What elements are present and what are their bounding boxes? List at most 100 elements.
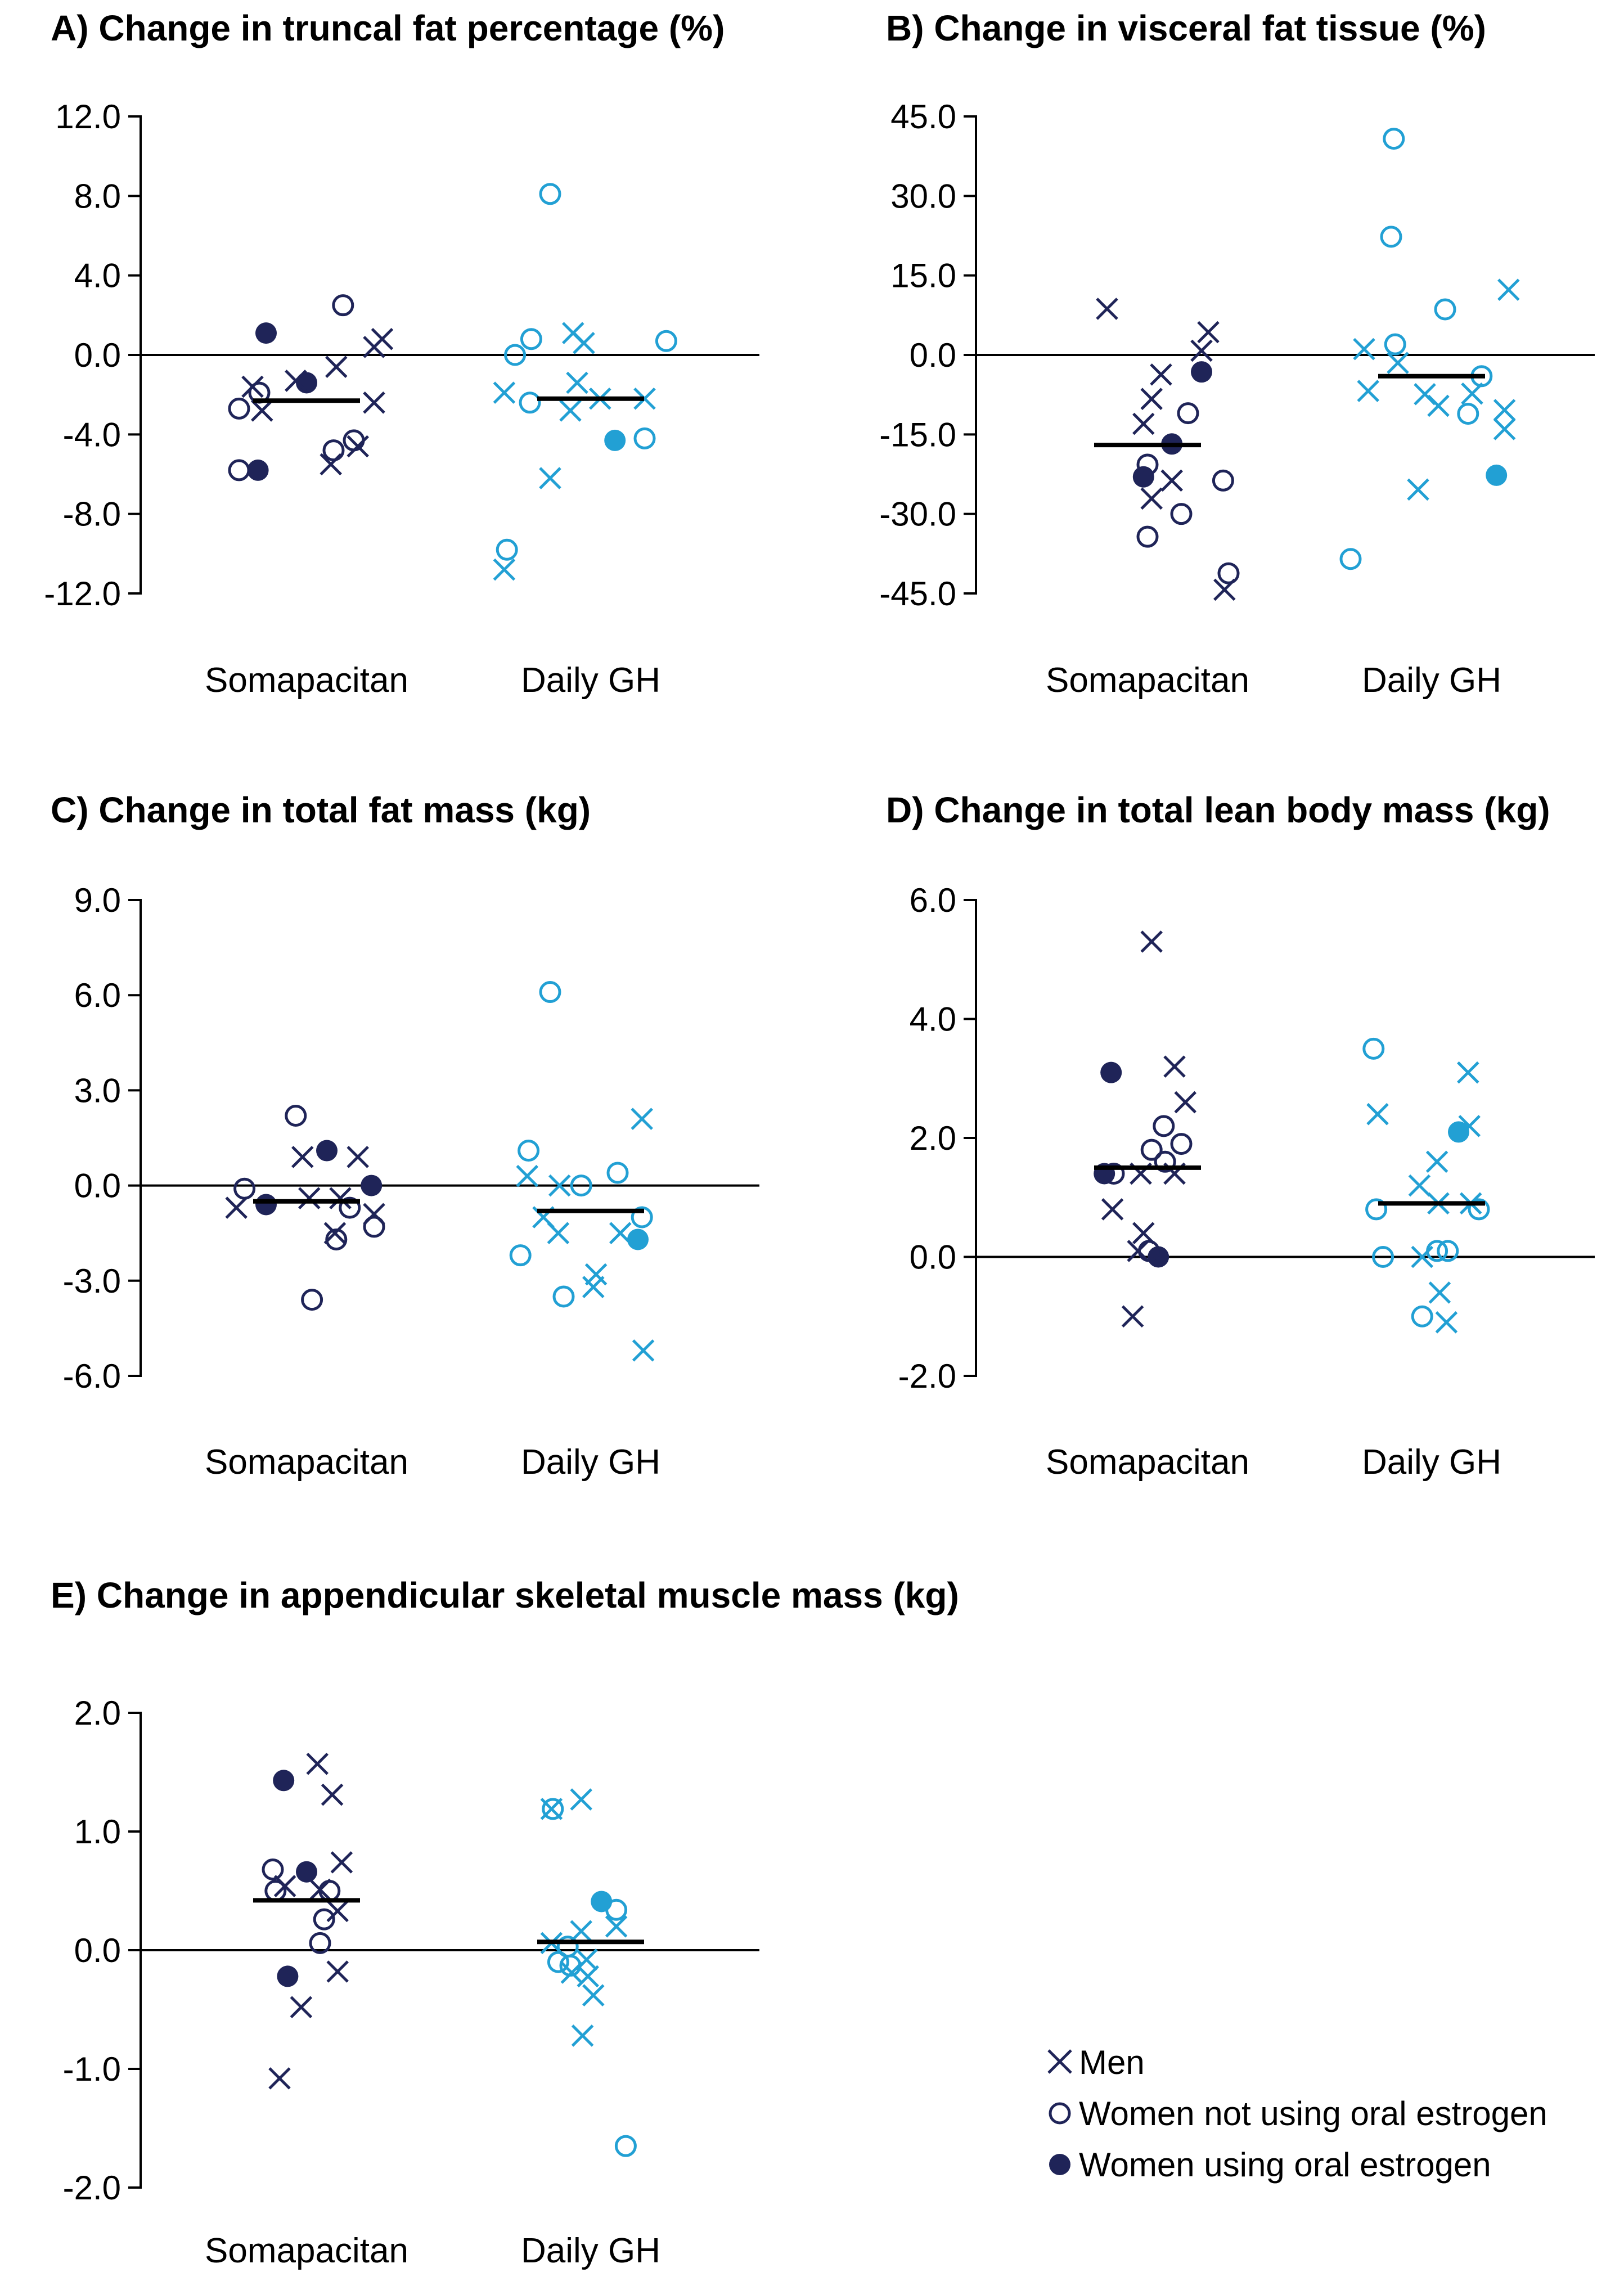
data-point-woman-no-estrogen xyxy=(633,427,656,449)
series-somapacitan xyxy=(1094,930,1201,1328)
data-point-woman-no-estrogen xyxy=(614,2135,637,2157)
data-point-woman-estrogen xyxy=(273,1770,295,1792)
category-label: Daily GH xyxy=(521,2231,660,2270)
data-point-man xyxy=(1493,418,1516,440)
series-daily-gh xyxy=(1362,1037,1490,1334)
data-point-woman-estrogen xyxy=(1148,1246,1169,1268)
data-point-woman-no-estrogen xyxy=(1383,128,1405,150)
data-point-man xyxy=(582,1276,605,1298)
data-point-woman-no-estrogen xyxy=(1103,1162,1125,1185)
data-point-man xyxy=(320,453,342,476)
data-point-woman-no-estrogen xyxy=(233,1177,256,1200)
data-point-woman-no-estrogen xyxy=(1170,1133,1193,1155)
data-point-woman-no-estrogen xyxy=(605,1898,628,1921)
data-point-man xyxy=(1497,278,1520,301)
data-point-man xyxy=(1457,1061,1479,1084)
data-point-woman-no-estrogen xyxy=(339,1196,361,1219)
legend-label-women-no-estrogen: Women not using oral estrogen xyxy=(1079,2095,1547,2132)
data-point-woman-no-estrogen xyxy=(309,1932,331,1954)
data-point-man xyxy=(571,2024,594,2047)
data-point-woman-no-estrogen xyxy=(1136,525,1159,548)
data-point-man xyxy=(330,1851,353,1874)
y-tick-label: 0.0 xyxy=(910,336,956,374)
category-label: Somapacitan xyxy=(205,1443,408,1482)
data-point-man xyxy=(582,1984,605,2006)
y-tick-label: 12.0 xyxy=(55,98,121,136)
panel-D: D) Change in total lean body mass (kg) -2… xyxy=(886,790,1595,1482)
data-point-woman-no-estrogen xyxy=(606,1162,629,1184)
legend-marker-women-estrogen xyxy=(1049,2154,1070,2175)
data-point-man xyxy=(1411,1245,1433,1268)
data-point-man xyxy=(1387,352,1409,374)
category-label: Somapacitan xyxy=(205,2231,408,2270)
data-point-woman-no-estrogen xyxy=(1365,1198,1388,1221)
data-point-man xyxy=(633,387,656,410)
data-point-woman-no-estrogen xyxy=(1153,1115,1175,1137)
data-point-man xyxy=(1357,380,1379,402)
data-point-woman-no-estrogen xyxy=(1154,1150,1176,1173)
data-point-man xyxy=(1163,1055,1186,1078)
y-tick-label: 6.0 xyxy=(74,976,121,1014)
category-label: Daily GH xyxy=(1362,661,1501,700)
data-point-man xyxy=(1190,339,1213,362)
data-point-woman-no-estrogen xyxy=(363,1216,385,1238)
data-point-woman-no-estrogen xyxy=(1217,562,1240,584)
data-point-man xyxy=(1132,412,1155,435)
panel-C: C) Change in total fat mass (kg) -6.0 -3.0… xyxy=(51,790,759,1482)
data-point-woman-no-estrogen xyxy=(1384,333,1406,356)
data-point-man xyxy=(1174,1091,1196,1114)
y-tick-label: 0.0 xyxy=(74,336,121,374)
data-point-woman-no-estrogen xyxy=(552,1285,575,1308)
data-point-man xyxy=(1493,399,1516,421)
data-point-man xyxy=(1366,1102,1389,1126)
series-somapacitan xyxy=(228,294,394,482)
data-point-man xyxy=(1408,1174,1431,1197)
data-point-woman-no-estrogen xyxy=(504,344,527,366)
data-point-man xyxy=(559,399,582,422)
data-point-woman-no-estrogen xyxy=(518,1140,540,1162)
y-tick-label: -2.0 xyxy=(63,2169,121,2207)
legend: Men Women not using oral estrogen Women … xyxy=(1047,2044,1547,2184)
data-point-woman-no-estrogen xyxy=(547,1951,569,1973)
data-point-man xyxy=(631,1108,653,1130)
y-tick-label: -15.0 xyxy=(879,416,956,453)
panel-E: E) Change in appendicular skeletal muscl… xyxy=(51,1575,959,2270)
data-point-woman-no-estrogen xyxy=(539,981,561,1004)
data-point-man xyxy=(1121,1305,1144,1328)
data-point-woman-estrogen xyxy=(591,1891,613,1912)
data-point-woman-no-estrogen xyxy=(1457,403,1479,425)
data-point-man xyxy=(1101,1198,1124,1221)
legend-item-men: Men xyxy=(1047,2044,1145,2081)
data-point-man xyxy=(493,381,516,404)
y-tick-label: -6.0 xyxy=(63,1357,121,1395)
panel-B: B) Change in visceral fat tissue (%) -45.… xyxy=(879,8,1595,700)
data-point-woman-estrogen xyxy=(1486,464,1508,486)
series-somapacitan xyxy=(253,1752,360,2090)
data-point-man xyxy=(347,435,369,458)
data-point-woman-no-estrogen xyxy=(1339,548,1362,570)
data-point-man xyxy=(609,1222,632,1244)
data-point-woman-no-estrogen xyxy=(655,330,677,352)
data-point-woman-no-estrogen xyxy=(1372,1246,1394,1268)
category-label: Somapacitan xyxy=(1046,1443,1249,1482)
data-point-woman-estrogen xyxy=(247,459,269,481)
data-point-woman-no-estrogen xyxy=(1380,226,1402,248)
data-point-man xyxy=(1461,382,1483,405)
data-point-woman-no-estrogen xyxy=(228,397,250,420)
y-tick-label: 15.0 xyxy=(890,257,956,295)
data-point-man xyxy=(516,1164,538,1187)
data-point-woman-no-estrogen xyxy=(322,439,345,462)
data-point-man xyxy=(573,332,595,354)
data-point-man xyxy=(577,1965,599,1988)
data-point-man xyxy=(632,1339,655,1362)
panel-title: B) Change in visceral fat tissue (%) xyxy=(886,8,1486,48)
category-label: Daily GH xyxy=(1362,1443,1501,1482)
data-point-woman-no-estrogen xyxy=(1468,1198,1490,1221)
legend-marker-men xyxy=(1047,2049,1072,2074)
data-point-man xyxy=(1428,1281,1451,1304)
y-tick-label: 45.0 xyxy=(890,98,956,136)
y-tick-label: -4.0 xyxy=(63,416,121,453)
data-point-man xyxy=(540,1798,563,1820)
data-point-woman-estrogen xyxy=(296,1861,317,1883)
